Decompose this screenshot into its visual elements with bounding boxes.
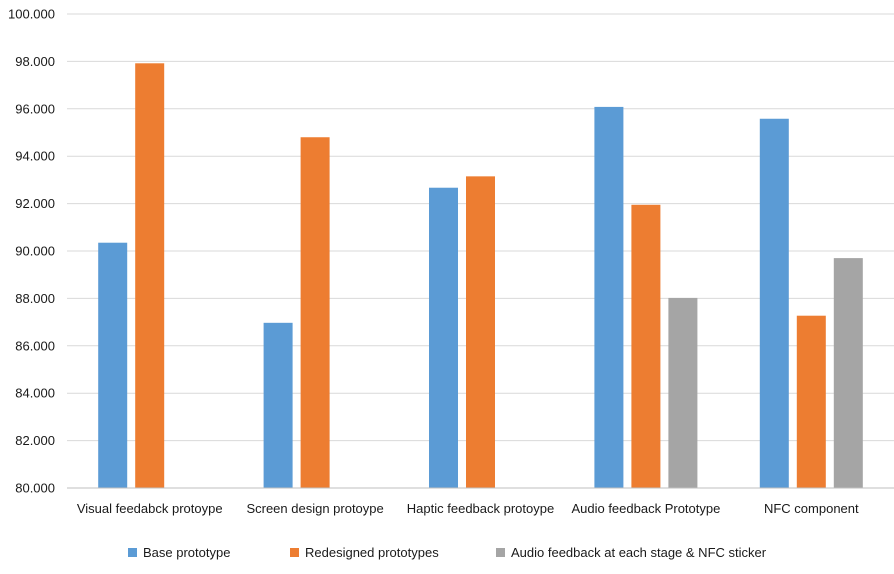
y-tick-label: 84.000: [15, 386, 55, 401]
x-category-label: Screen design protoype: [246, 501, 383, 516]
legend-label: Audio feedback at each stage & NFC stick…: [511, 545, 767, 560]
legend: Base prototype Redesigned prototypes Audio…: [128, 545, 767, 560]
bar: [759, 118, 789, 488]
y-tick-label: 86.000: [15, 338, 55, 353]
legend-swatch: [128, 548, 137, 557]
bar: [135, 63, 165, 489]
y-tick-label: 92.000: [15, 196, 55, 211]
bar: [668, 297, 698, 488]
legend-swatch: [290, 548, 299, 557]
bar: [594, 106, 624, 489]
x-category-label: Haptic feedback protoype: [407, 501, 554, 516]
y-tick-label: 80.000: [15, 481, 55, 496]
bar: [300, 137, 330, 489]
x-category-label: Visual feedabck protoype: [77, 501, 223, 516]
y-tick-label: 100.000: [8, 7, 55, 22]
bar: [631, 204, 661, 488]
y-tick-label: 82.000: [15, 433, 55, 448]
y-tick-label: 96.000: [15, 101, 55, 116]
bars: [98, 63, 863, 489]
y-axis-tick-labels: 80.000 82.000 84.000 86.000 88.000 90.000 92.0…: [8, 7, 55, 496]
y-tick-label: 90.000: [15, 244, 55, 259]
bar: [98, 242, 128, 488]
y-tick-label: 98.000: [15, 54, 55, 69]
bar: [466, 176, 495, 488]
legend-label: Base prototype: [143, 545, 230, 560]
bar: [833, 258, 863, 488]
bar: [796, 315, 826, 488]
legend-label: Redesigned prototypes: [305, 545, 439, 560]
bar: [263, 322, 293, 488]
x-axis-category-labels: Visual feedabck protoype Screen design pr…: [77, 501, 859, 516]
y-tick-label: 88.000: [15, 291, 55, 306]
bar: [429, 187, 458, 488]
x-category-label: Audio feedback Prototype: [571, 501, 720, 516]
y-tick-label: 94.000: [15, 149, 55, 164]
legend-swatch: [496, 548, 505, 557]
x-category-label: NFC component: [764, 501, 859, 516]
